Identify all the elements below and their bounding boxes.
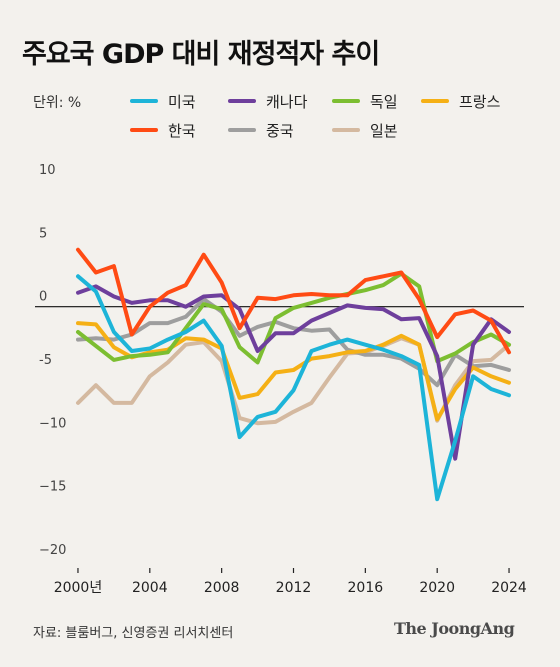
y-tick-label: 10 [39,163,56,178]
legend-item: 한국 [130,120,196,140]
series-line-미국 [76,274,511,502]
legend-label: 독일 [370,92,398,111]
y-tick-label: −10 [39,416,66,431]
x-tick-label: 2012 [276,580,312,596]
series-line-프랑스 [76,321,511,422]
legend-swatch [332,128,360,132]
x-tick-label: 2016 [348,580,384,596]
legend-swatch [130,99,158,103]
y-tick-label: 0 [39,290,47,305]
y-tick-label: −15 [39,480,66,495]
publisher-logo: The JoongAng [394,619,515,638]
unit-label: 단위: % [33,95,82,111]
legend-swatch [228,128,256,132]
legend-item: 프랑스 [421,91,500,111]
legend-label: 한국 [168,121,196,140]
legend-label: 일본 [370,121,398,140]
y-tick-label: 5 [39,226,47,241]
legend-item: 미국 [130,91,196,111]
legend-swatch [228,99,256,103]
series-line-한국 [76,247,511,355]
legend-item: 독일 [332,91,398,111]
x-tick-label: 2020 [419,580,455,596]
x-tick-label: 2008 [204,580,240,596]
series-line-캐나다 [76,284,511,461]
series-lines [76,247,511,502]
legend-label: 중국 [266,121,294,140]
legend-swatch [332,99,360,103]
legend-label: 프랑스 [459,92,501,111]
legend-swatch [130,128,158,132]
x-tick-label: 2004 [132,580,168,596]
legend-item: 중국 [228,120,294,140]
y-axis: 10 5 0 -5 −10 −15 −20 [39,163,66,558]
legend-label: 캐나다 [266,92,308,111]
x-tick-label: 2024 [491,580,527,596]
x-axis: 2000년 2004 2008 2012 2016 2020 2024 [54,568,527,596]
y-tick-label: -5 [39,353,52,368]
legend-item: 캐나다 [228,91,307,111]
source-text: 자료: 블룸버그, 신영증권 리서치센터 [33,626,234,641]
x-tick-label: 2000년 [54,580,103,596]
series-line-중국 [76,297,511,388]
legend-label: 미국 [168,92,196,111]
y-tick-label: −20 [39,543,66,558]
legend-swatch [421,99,449,103]
legend-item: 일본 [332,120,398,140]
chart-title: 주요국 GDP 대비 재정적자 추이 [22,39,380,70]
